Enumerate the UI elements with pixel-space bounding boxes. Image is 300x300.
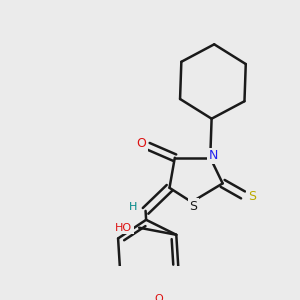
Text: S: S (248, 190, 256, 203)
Text: S: S (189, 200, 197, 213)
Text: H: H (129, 202, 137, 212)
Text: O: O (136, 137, 146, 150)
Text: O: O (154, 294, 163, 300)
Text: N: N (209, 149, 218, 162)
Text: HO: HO (115, 223, 132, 233)
